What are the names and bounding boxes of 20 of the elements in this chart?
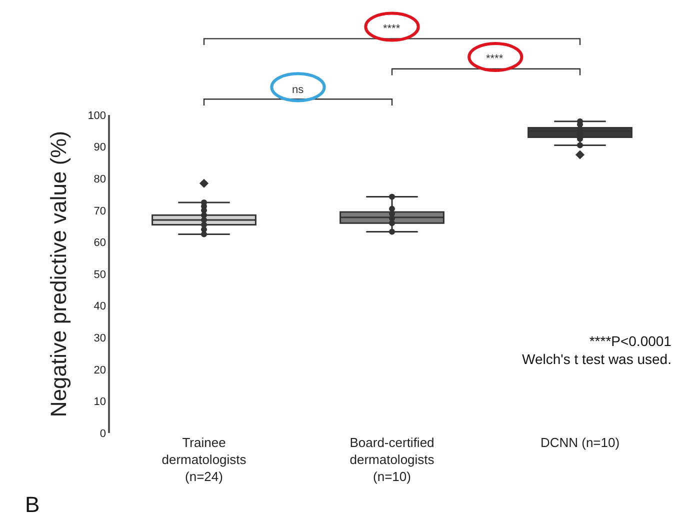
text: **** [486,53,504,65]
y-tick-label: 0 [100,428,106,440]
x-tick-label: Trainee dermatologists (n=24) [162,435,247,484]
y-tick-label: 100 [88,110,106,122]
y-tick-label: 70 [94,205,106,218]
x-tick-label: Board-certified dermatologists (n=10) [350,435,435,484]
text: **** [383,23,401,35]
y-tick-label: 10 [94,396,106,408]
x-tick-label: DCNN (n=10) [540,435,620,450]
text: ns [292,84,304,96]
y-axis-title: Negative predictive value (%) [46,130,71,418]
y-tick-label: 30 [94,332,106,344]
y-tick-label: 60 [94,237,106,250]
y-tick-label: 80 [94,173,106,186]
text: B [25,492,40,517]
y-tick-label: 90 [94,142,106,154]
annotation: ****P<0.0001 Welch's t test was used. [522,333,672,368]
y-tick-label: 50 [94,268,106,281]
y-tick-label: 20 [94,364,106,376]
y-tick-label: 40 [94,300,106,313]
